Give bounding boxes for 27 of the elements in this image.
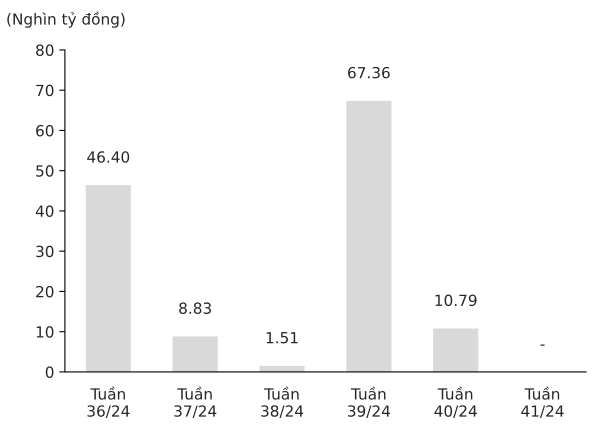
bar xyxy=(259,366,305,372)
data-label: 10.79 xyxy=(436,294,477,306)
bar xyxy=(172,336,218,372)
x-tick-label: Tuần 40/24 xyxy=(434,386,477,418)
x-tick-label: Tuần 39/24 xyxy=(348,386,390,418)
bar xyxy=(346,100,392,372)
y-tick-label: 40 xyxy=(36,205,54,217)
y-tick-label: 60 xyxy=(36,124,54,136)
y-tick-label: 20 xyxy=(36,286,54,298)
data-label: 67.36 xyxy=(348,66,390,78)
bar xyxy=(86,185,131,372)
y-tick-label: 0 xyxy=(46,366,54,378)
data-label: 8.83 xyxy=(179,302,211,314)
x-tick-label: Tuần 37/24 xyxy=(174,386,216,418)
y-tick-label: 10 xyxy=(36,326,54,338)
y-tick-label: 50 xyxy=(36,165,54,177)
x-tick-label: Tuần 36/24 xyxy=(87,386,130,418)
x-tick-label: Tuần 41/24 xyxy=(521,386,564,418)
text: - xyxy=(540,344,545,346)
bar xyxy=(433,328,478,372)
y-axis-title: (Nghìn tỷ đồng) xyxy=(7,12,125,28)
data-label: 1.51 xyxy=(266,332,298,344)
y-tick-label: 30 xyxy=(36,246,54,258)
x-tick-label: Tuần 38/24 xyxy=(261,386,304,418)
data-label: 46.40 xyxy=(87,151,130,163)
y-tick-label: 70 xyxy=(36,84,54,96)
y-tick-label: 80 xyxy=(36,44,54,56)
